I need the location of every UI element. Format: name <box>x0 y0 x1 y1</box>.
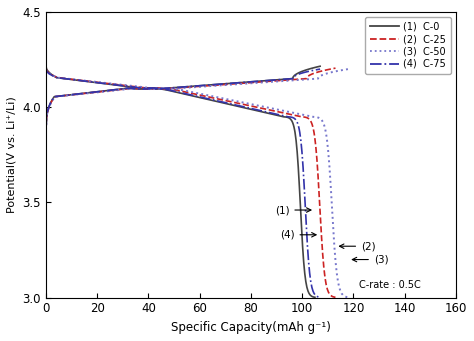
Text: (1): (1) <box>275 205 311 215</box>
Text: (3): (3) <box>352 254 389 265</box>
Text: C-rate : 0.5C: C-rate : 0.5C <box>358 280 420 290</box>
Text: (2): (2) <box>339 241 376 251</box>
Legend: (1)  C-0, (2)  C-25, (3)  C-50, (4)  C-75: (1) C-0, (2) C-25, (3) C-50, (4) C-75 <box>365 17 451 74</box>
Text: (4): (4) <box>280 230 316 240</box>
Y-axis label: Potential(V vs. Li⁺/Li): Potential(V vs. Li⁺/Li) <box>7 97 17 213</box>
X-axis label: Specific Capacity(mAh g⁻¹): Specific Capacity(mAh g⁻¹) <box>171 321 331 334</box>
